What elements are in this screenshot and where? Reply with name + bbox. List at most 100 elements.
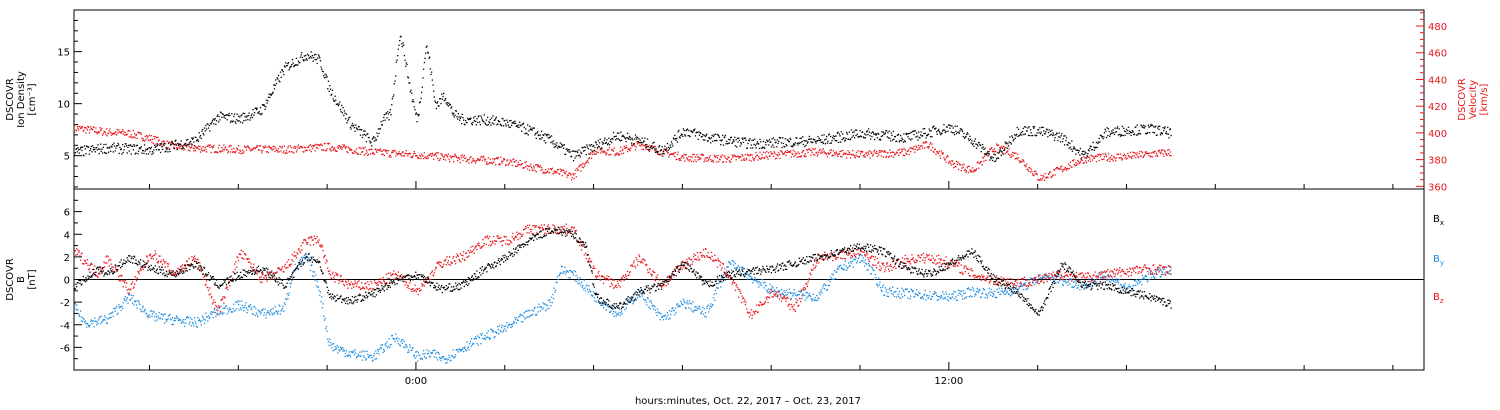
data-point <box>732 139 735 141</box>
data-point <box>383 350 385 352</box>
data-point <box>636 143 639 145</box>
data-point <box>195 325 198 327</box>
data-point <box>427 51 429 53</box>
data-point <box>287 298 289 300</box>
data-point <box>488 121 490 123</box>
data-point <box>684 135 687 137</box>
data-point <box>842 149 844 152</box>
data-point <box>525 161 527 163</box>
data-point <box>708 137 710 139</box>
data-point <box>1131 289 1134 291</box>
data-point <box>537 306 539 308</box>
data-point <box>1113 156 1116 158</box>
data-point <box>838 153 840 155</box>
data-point <box>896 140 898 142</box>
data-point <box>1091 155 1093 157</box>
data-point <box>489 162 491 164</box>
data-point <box>714 299 716 301</box>
data-point <box>632 139 634 141</box>
data-point <box>808 294 810 296</box>
data-point <box>784 150 786 153</box>
data-point <box>480 115 482 117</box>
data-point <box>453 357 455 359</box>
data-point <box>457 160 459 162</box>
data-point <box>836 152 838 154</box>
data-point <box>972 142 974 145</box>
data-point <box>319 291 322 293</box>
data-point <box>1048 129 1050 131</box>
data-point <box>592 291 595 293</box>
data-point <box>812 138 814 140</box>
series-data <box>74 124 1172 181</box>
data-point <box>628 298 630 300</box>
data-point <box>490 328 492 330</box>
data-point <box>849 265 851 267</box>
data-point <box>544 169 547 171</box>
data-point <box>434 153 436 156</box>
data-point <box>336 344 338 347</box>
data-point <box>527 165 529 167</box>
data-point <box>1045 177 1047 179</box>
data-point <box>917 294 919 297</box>
data-point <box>840 267 842 269</box>
data-point <box>915 145 917 147</box>
data-point <box>910 139 912 141</box>
data-point <box>1073 164 1076 166</box>
data-point <box>885 156 887 158</box>
data-point <box>326 148 328 150</box>
data-point <box>1035 170 1037 173</box>
data-point <box>138 302 140 304</box>
data-point <box>948 293 950 295</box>
data-point <box>491 328 493 331</box>
data-point <box>910 295 912 297</box>
data-point <box>734 145 737 147</box>
data-point <box>656 314 658 317</box>
data-point <box>622 135 625 137</box>
data-point <box>469 158 471 160</box>
data-point <box>339 346 342 348</box>
data-point <box>800 142 802 144</box>
data-point <box>913 133 915 136</box>
data-point <box>666 312 669 314</box>
data-point <box>602 304 604 306</box>
data-point <box>796 142 798 144</box>
data-point <box>809 294 811 297</box>
data-point <box>508 323 510 325</box>
data-point <box>151 153 153 155</box>
data-point <box>641 148 643 150</box>
data-point <box>439 98 441 100</box>
data-point <box>1019 134 1021 136</box>
data-point <box>539 134 541 136</box>
data-point <box>332 350 334 352</box>
data-point <box>989 148 991 150</box>
data-point <box>75 129 77 131</box>
data-point <box>1020 285 1022 288</box>
data-point <box>423 68 425 70</box>
data-point <box>465 349 467 351</box>
data-point <box>760 284 763 286</box>
data-point <box>1078 150 1080 152</box>
data-point <box>984 153 986 155</box>
data-point <box>221 150 224 152</box>
data-point <box>560 272 562 274</box>
data-point <box>574 169 577 171</box>
data-point <box>237 300 239 302</box>
data-point <box>491 162 493 165</box>
data-point <box>497 120 499 122</box>
data-point <box>95 127 97 129</box>
data-point <box>469 340 471 343</box>
data-point <box>954 165 956 168</box>
data-point <box>904 294 906 297</box>
data-point <box>442 156 444 158</box>
data-point <box>521 123 523 126</box>
data-point <box>540 130 543 132</box>
data-point <box>499 329 501 332</box>
data-point <box>681 155 683 157</box>
data-point <box>797 144 799 146</box>
data-point <box>356 128 358 130</box>
data-point <box>144 135 146 138</box>
bottom-left-tick-label: 0 <box>64 276 70 287</box>
data-point <box>1081 150 1084 153</box>
data-point <box>198 148 200 151</box>
